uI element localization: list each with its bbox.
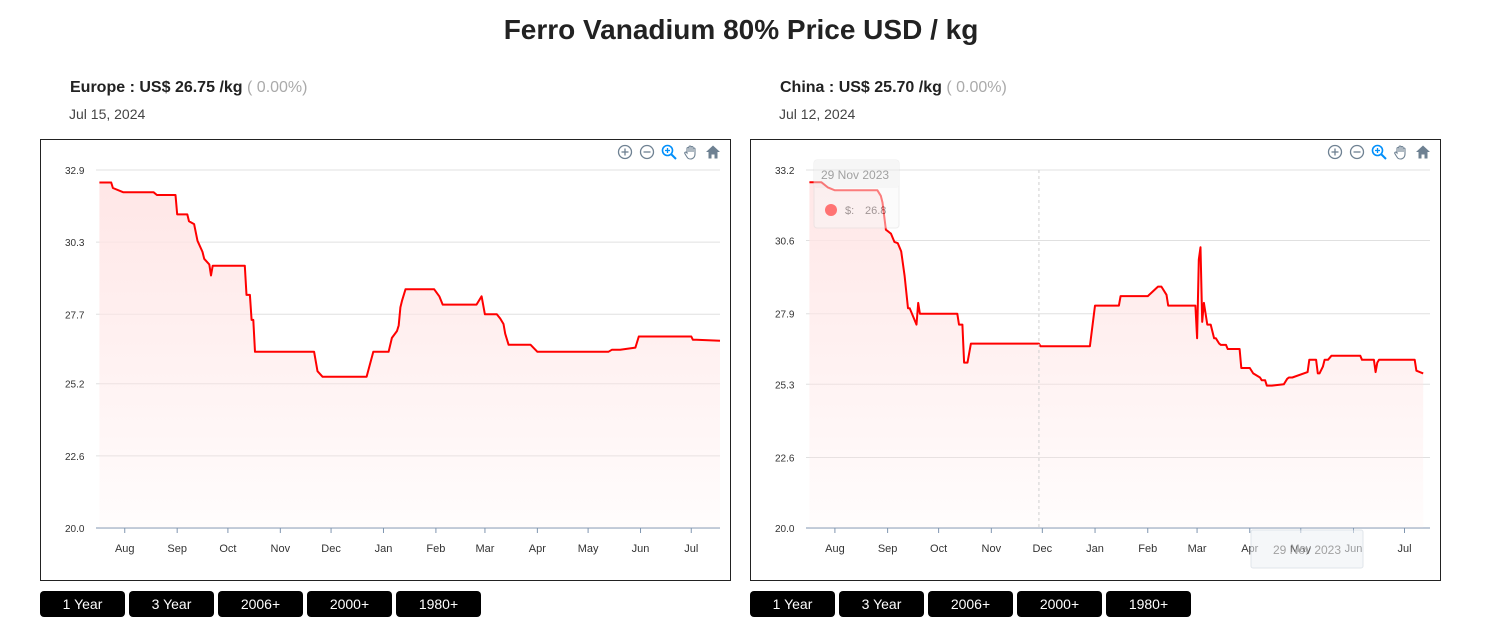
china-y-tick-label: 33.2 — [775, 166, 795, 177]
europe-chart-frame: 32.9 30.3 27.7 25.2 22.6 20.0 Aug Sep Oct Nov Dec J… — [40, 139, 731, 581]
china-range-buttons: 1 Year 3 Year 2006+ 2000+ 1980+ — [750, 591, 1191, 617]
europe-x-tick-label: Sep — [167, 543, 187, 555]
china-y-tick-label: 25.3 — [775, 380, 795, 391]
europe-y-tick-label: 22.6 — [65, 452, 85, 463]
china-tooltip-value: 26.8 — [865, 205, 886, 217]
china-x-crosshair-text: 29 Nov 2023 — [1273, 543, 1341, 557]
china-tooltip-date: 29 Nov 2023 — [821, 168, 889, 182]
europe-y-tick-label: 27.7 — [65, 310, 85, 321]
europe-currency: US$ — [139, 79, 171, 96]
europe-price-date: Jul 15, 2024 — [69, 106, 146, 122]
china-x-tick-label: Jul — [1397, 543, 1411, 555]
china-price-change: ( 0.00%) — [946, 79, 1007, 96]
europe-x-tick-label: Nov — [271, 543, 291, 555]
europe-x-tick-label: Dec — [321, 543, 341, 555]
china-x-crosshair-label: 29 Nov 2023 — [1250, 529, 1364, 569]
china-chart-toolbar — [1326, 143, 1432, 161]
europe-range-2000-button[interactable]: 2000+ — [307, 591, 392, 617]
europe-price-change: ( 0.00%) — [247, 79, 308, 96]
europe-range-1980-button[interactable]: 1980+ — [396, 591, 481, 617]
china-y-tick-label: 30.6 — [775, 237, 795, 248]
europe-x-tick-label: Mar — [475, 543, 494, 555]
china-region-label: China — [780, 79, 825, 96]
china-y-tick-label: 22.6 — [775, 453, 795, 464]
china-range-1-year-button[interactable]: 1 Year — [750, 591, 835, 617]
china-x-tick-label: Dec — [1033, 543, 1053, 555]
home-reset-icon[interactable] — [1414, 143, 1432, 161]
china-x-tick-label: Nov — [982, 543, 1002, 555]
europe-range-buttons: 1 Year 3 Year 2006+ 2000+ 1980+ — [40, 591, 481, 617]
china-series-line[interactable] — [809, 181, 1424, 387]
china-currency: US$ — [838, 79, 870, 96]
europe-range-2006-button[interactable]: 2006+ — [218, 591, 303, 617]
china-tooltip-header — [814, 160, 899, 188]
china-chart-svg[interactable]: 33.2 30.6 27.9 25.3 22.6 20.0 Aug Sep Oct Nov Dec J… — [751, 140, 1440, 580]
china-tooltip-series-label: $: — [845, 205, 854, 217]
page-title: Ferro Vanadium 80% Price USD / kg — [503, 14, 979, 45]
china-panel: China : US$ 25.70 /kg ( 0.00%) Jul 12, 2… — [750, 0, 1450, 636]
china-tooltip-marker — [825, 204, 837, 216]
china-x-tick-label: Sep — [878, 543, 898, 555]
europe-range-3-year-button[interactable]: 3 Year — [129, 591, 214, 617]
china-price-value: 25.70 — [874, 79, 915, 96]
europe-price-line: Europe : US$ 26.75 /kg ( 0.00%) — [70, 79, 308, 96]
china-x-crosshair-box — [1250, 529, 1364, 569]
china-range-2006-button[interactable]: 2006+ — [928, 591, 1013, 617]
china-x-tick-label: Aug — [825, 543, 845, 555]
china-price-line: China : US$ 25.70 /kg ( 0.00%) — [780, 79, 1007, 96]
china-tooltip: 29 Nov 2023 $: 26.8 — [813, 159, 900, 229]
europe-series-line[interactable] — [99, 181, 721, 378]
china-range-2000-button[interactable]: 2000+ — [1017, 591, 1102, 617]
europe-region-label: Europe — [70, 79, 126, 96]
china-price-date: Jul 12, 2024 — [779, 106, 856, 122]
china-range-3-year-button[interactable]: 3 Year — [839, 591, 924, 617]
europe-y-tick-label: 32.9 — [65, 166, 85, 177]
zoom-selection-icon[interactable] — [660, 143, 678, 161]
china-x-tick-label: Jan — [1086, 543, 1104, 555]
china-y-tick-label: 20.0 — [775, 524, 795, 535]
china-chart-frame: 33.2 30.6 27.9 25.3 22.6 20.0 Aug Sep Oct Nov Dec J… — [750, 139, 1441, 581]
europe-y-tick-label: 30.3 — [65, 238, 85, 249]
china-x-tick-label: Feb — [1138, 543, 1157, 555]
china-range-1980-button[interactable]: 1980+ — [1106, 591, 1191, 617]
europe-x-tick-label: May — [578, 543, 599, 555]
china-x-tick-label: Oct — [930, 543, 947, 555]
china-series-area — [809, 182, 1424, 528]
europe-unit: /kg — [219, 79, 243, 96]
europe-x-tick-label: Jul — [684, 543, 698, 555]
china-unit: /kg — [918, 79, 942, 96]
europe-range-1-year-button[interactable]: 1 Year — [40, 591, 125, 617]
europe-series-area — [99, 182, 720, 528]
europe-chart-toolbar — [616, 143, 722, 161]
zoom-out-icon[interactable] — [1348, 143, 1366, 161]
zoom-out-icon[interactable] — [638, 143, 656, 161]
europe-x-tick-label: Apr — [529, 543, 546, 555]
home-reset-icon[interactable] — [704, 143, 722, 161]
europe-chart-svg[interactable]: 32.9 30.3 27.7 25.2 22.6 20.0 Aug Sep Oct Nov Dec J… — [41, 140, 730, 580]
europe-y-tick-label: 25.2 — [65, 380, 85, 391]
europe-x-tick-label: Feb — [426, 543, 445, 555]
europe-panel: Europe : US$ 26.75 /kg ( 0.00%) Jul 15, … — [40, 0, 740, 636]
europe-y-tick-label: 20.0 — [65, 524, 85, 535]
zoom-in-icon[interactable] — [1326, 143, 1344, 161]
europe-price-value: 26.75 — [174, 79, 215, 96]
europe-x-tick-label: Oct — [219, 543, 236, 555]
europe-x-tick-label: Jan — [375, 543, 393, 555]
pan-hand-icon[interactable] — [1392, 143, 1410, 161]
china-y-tick-label: 27.9 — [775, 310, 795, 321]
europe-x-tick-label: Jun — [632, 543, 650, 555]
pan-hand-icon[interactable] — [682, 143, 700, 161]
china-x-tick-label: Mar — [1188, 543, 1207, 555]
zoom-in-icon[interactable] — [616, 143, 634, 161]
europe-x-tick-label: Aug — [115, 543, 135, 555]
zoom-selection-icon[interactable] — [1370, 143, 1388, 161]
